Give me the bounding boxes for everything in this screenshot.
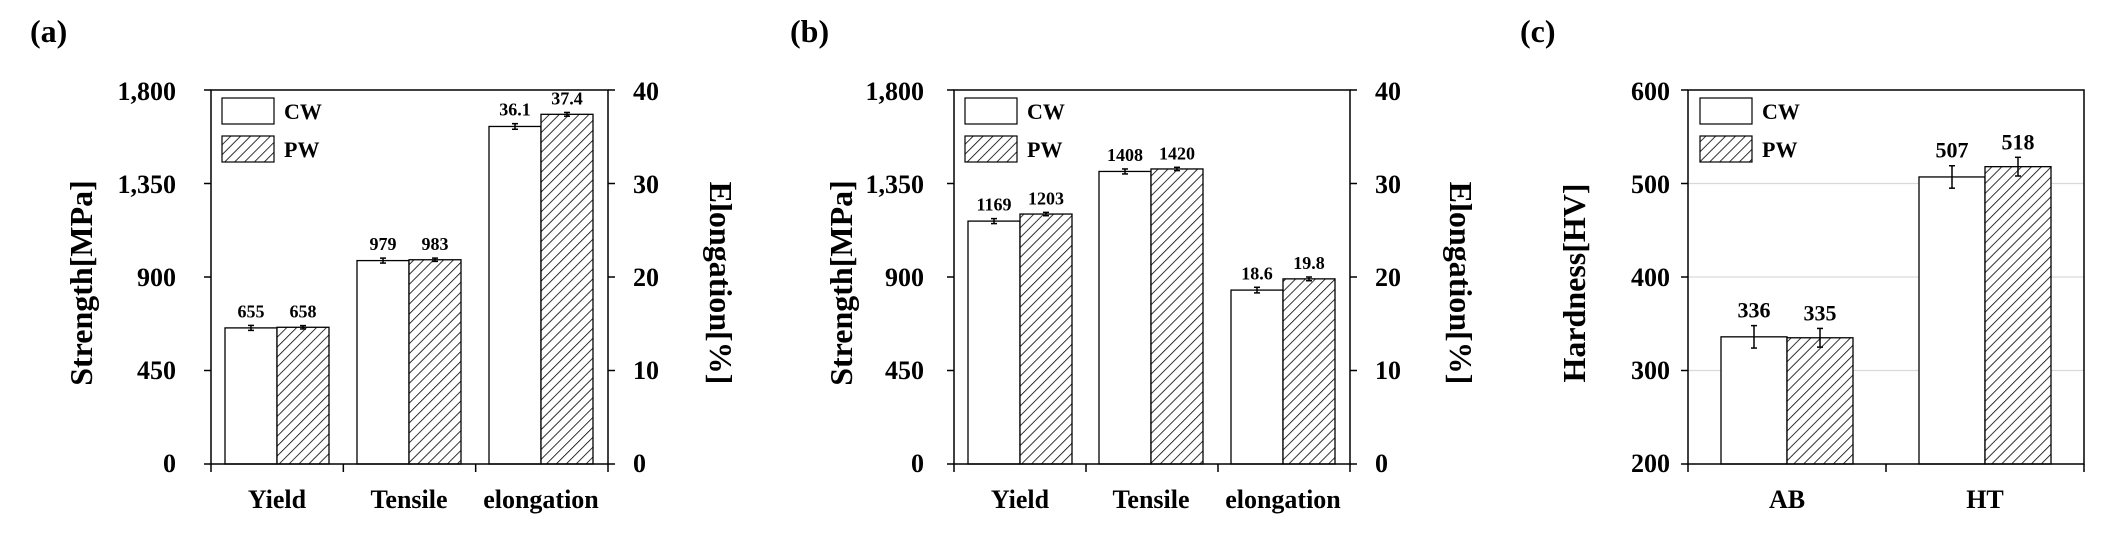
y2-tick-label: 20 [1375,263,1401,292]
y2-axis-title: Elongation[%] [1443,182,1479,385]
bar-cw [1098,170,1152,465]
x-category-label: AB [1769,485,1805,514]
bar-pw [408,259,462,465]
bar-cw [1720,336,1788,465]
y2-tick-label: 10 [633,356,659,385]
data-label: 18.6 [1241,263,1273,283]
bar-pw [1282,278,1336,465]
data-label: 37.4 [551,88,583,108]
y-tick-label: 400 [1631,263,1670,292]
panel-label: (a) [30,13,67,49]
y2-tick-label: 30 [633,170,659,199]
bar-pw [1786,337,1854,465]
y2-tick-label: 0 [633,449,646,478]
data-label: 507 [1936,138,1969,163]
x-category-label: Tensile [1112,485,1189,514]
data-label: 655 [238,301,265,321]
data-label: 1169 [976,195,1011,215]
legend-swatch-cw [221,97,275,125]
bar-cw [1230,289,1284,465]
panel-a: (a) Strength[MPa] Elongation[%] 1,800 1,… [30,13,739,514]
x-category-label: Tensile [370,485,447,514]
bar-cw [356,259,410,465]
y-tick-label: 1,800 [866,77,925,106]
data-label: 1408 [1107,145,1143,165]
data-label: 518 [2002,129,2035,154]
y-axis-title: Strength[MPa] [823,180,859,386]
bar-cw [488,125,542,465]
data-label: 36.1 [499,100,531,120]
bar-pw [1150,168,1204,465]
y-axis-title: Hardness[HV] [1556,183,1592,382]
x-category-label: Yield [248,485,307,514]
plot-frame [953,89,1351,465]
y-tick-label: 1,800 [118,77,177,106]
y-tick-label: 450 [137,356,176,385]
y2-tick-label: 10 [1375,356,1401,385]
bar-pw [1019,213,1073,465]
legend-swatch-cw [1699,97,1753,125]
y2-tick-label: 30 [1375,170,1401,199]
panel-c: (c) Hardness[HV] 600 500 400 300 200 AB … [1520,13,2085,514]
y-tick-label: 200 [1631,449,1670,478]
bar-group: 655 658 979 983 36.1 37.4 [204,88,615,472]
bar-pw [276,326,330,465]
bar-group: 1169 1203 1408 1420 18.6 19.8 [947,89,1357,472]
legend-swatch-pw [221,135,275,163]
legend: CW PW [964,97,1065,163]
bar-cw [1918,176,1986,465]
x-category-label: elongation [483,485,599,514]
y-tick-label: 1,350 [866,170,925,199]
data-label: 336 [1738,298,1771,323]
legend-swatch-pw [1699,135,1753,163]
panel-b: (b) Strength[MPa] Elongation[%] 1,800 1,… [790,13,1479,514]
data-label: 983 [422,234,449,254]
data-label: 979 [370,234,397,254]
data-label: 19.8 [1293,253,1325,273]
plot-frame [1687,89,2085,465]
y-tick-label: 450 [885,356,924,385]
bar-cw [224,327,278,465]
bar-group: 336 335 507 518 [1681,89,2085,472]
data-label: 1420 [1159,143,1195,163]
x-category-label: elongation [1225,485,1341,514]
y-tick-label: 300 [1631,356,1670,385]
plot-frame [210,89,609,465]
legend-label-pw: PW [284,137,319,162]
y-axis-title: Strength[MPa] [63,180,99,386]
y-tick-label: 900 [885,263,924,292]
y-tick-label: 0 [163,449,176,478]
legend-label-cw: CW [284,99,322,124]
data-label: 658 [290,302,317,322]
data-label: 1203 [1028,188,1064,208]
legend-label-pw: PW [1027,137,1062,162]
bar-cw [967,220,1021,465]
x-category-label: Yield [991,485,1050,514]
x-category-label: HT [1966,485,2004,514]
y2-tick-label: 0 [1375,449,1388,478]
data-label: 335 [1804,300,1837,325]
y-tick-label: 0 [911,449,924,478]
legend-swatch-cw [964,97,1018,125]
y-tick-label: 900 [137,263,176,292]
legend-swatch-pw [964,135,1018,163]
y2-tick-label: 40 [1375,77,1401,106]
y-tick-label: 1,350 [118,170,177,199]
y2-tick-label: 20 [633,263,659,292]
y-tick-label: 600 [1631,77,1670,106]
legend-label-cw: CW [1027,99,1065,124]
bar-pw [540,113,594,465]
y-tick-label: 500 [1631,170,1670,199]
legend: CW PW [221,97,322,163]
panel-label: (b) [790,13,829,49]
panel-label: (c) [1520,13,1556,49]
legend: CW PW [1699,97,1800,163]
y2-tick-label: 40 [633,77,659,106]
bar-pw [1984,166,2052,465]
y2-axis-title: Elongation[%] [703,182,739,385]
legend-label-cw: CW [1762,99,1800,124]
legend-label-pw: PW [1762,137,1797,162]
